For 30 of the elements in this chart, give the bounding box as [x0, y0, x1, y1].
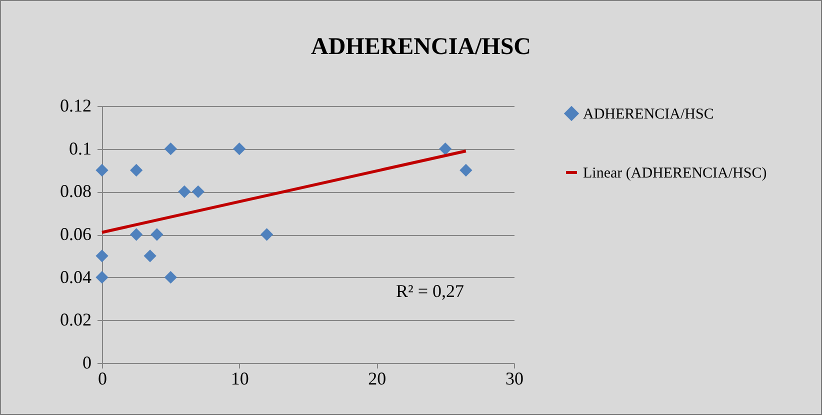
legend-label: ADHERENCIA/HSC — [583, 106, 714, 122]
point — [233, 142, 246, 156]
point — [96, 250, 108, 262]
x-tick-label: 30 — [506, 368, 524, 388]
y-tick-label: 0.08 — [60, 181, 92, 202]
x-tick-label: 10 — [230, 368, 249, 388]
point — [150, 228, 164, 241]
annotation: R² = 0,27 — [396, 281, 464, 301]
point — [130, 164, 143, 177]
legend-label: Linear (ADHERENCIA/HSC) — [583, 166, 767, 182]
point — [192, 185, 204, 198]
x-tick-label: 0 — [98, 368, 107, 388]
point — [164, 271, 177, 284]
y-tick-label: 0.04 — [60, 266, 92, 287]
point — [96, 164, 108, 177]
point — [144, 250, 156, 262]
x-tick-label: 20 — [368, 368, 386, 388]
y-tick-label: 0.12 — [60, 96, 92, 116]
point — [439, 142, 452, 156]
point — [260, 228, 274, 241]
point — [130, 228, 143, 241]
point — [460, 164, 472, 177]
point — [178, 185, 191, 198]
y-tick-label: 0.02 — [60, 310, 92, 330]
chart-title: ADHERENCIA/HSC — [310, 34, 532, 60]
point — [164, 142, 177, 156]
y-tick-label: 0 — [82, 352, 92, 372]
point — [96, 271, 108, 284]
y-tick-label: 0.1 — [69, 138, 92, 158]
y-tick-label: 0.06 — [60, 224, 92, 244]
